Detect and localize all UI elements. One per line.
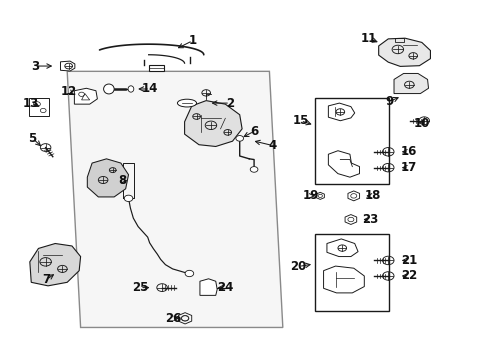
Ellipse shape (103, 84, 114, 94)
Polygon shape (61, 61, 75, 71)
Bar (315, 234, 388, 311)
Text: 2: 2 (225, 96, 234, 109)
Polygon shape (327, 151, 359, 177)
Text: 7: 7 (42, 273, 51, 286)
Ellipse shape (177, 99, 196, 107)
Text: 13: 13 (23, 96, 40, 109)
Circle shape (124, 195, 133, 202)
Text: 6: 6 (249, 125, 258, 138)
Polygon shape (184, 100, 242, 147)
Text: 22: 22 (400, 270, 416, 283)
Text: 4: 4 (267, 139, 276, 152)
Text: 20: 20 (290, 260, 306, 273)
Text: 1: 1 (188, 34, 196, 47)
Text: 21: 21 (400, 254, 416, 267)
Text: 12: 12 (61, 85, 77, 98)
Polygon shape (393, 73, 427, 94)
Text: 14: 14 (142, 82, 158, 95)
Text: 17: 17 (400, 161, 416, 174)
Polygon shape (327, 103, 354, 121)
Text: 16: 16 (400, 145, 416, 158)
Text: 11: 11 (360, 32, 376, 45)
Polygon shape (74, 88, 97, 104)
Bar (395, 38, 403, 42)
Bar (148, 65, 163, 71)
Text: 23: 23 (361, 213, 377, 226)
Circle shape (184, 270, 193, 277)
Text: 10: 10 (413, 117, 429, 130)
Polygon shape (200, 279, 217, 295)
Polygon shape (326, 239, 357, 257)
Bar (315, 98, 388, 184)
Text: 26: 26 (165, 312, 182, 325)
Ellipse shape (128, 86, 134, 92)
Polygon shape (30, 243, 81, 286)
Text: 9: 9 (385, 95, 392, 108)
Text: 19: 19 (302, 189, 318, 202)
Circle shape (235, 136, 243, 141)
Polygon shape (67, 71, 282, 328)
Text: 3: 3 (31, 59, 39, 73)
Text: 5: 5 (28, 132, 37, 145)
Polygon shape (378, 38, 429, 66)
Polygon shape (323, 266, 364, 293)
Text: 25: 25 (132, 281, 148, 294)
Text: 8: 8 (118, 174, 126, 187)
Text: 15: 15 (292, 114, 308, 127)
Bar (29, 98, 49, 117)
Text: 24: 24 (217, 281, 233, 294)
Polygon shape (87, 159, 128, 197)
Circle shape (250, 167, 257, 172)
Text: 18: 18 (364, 189, 380, 202)
